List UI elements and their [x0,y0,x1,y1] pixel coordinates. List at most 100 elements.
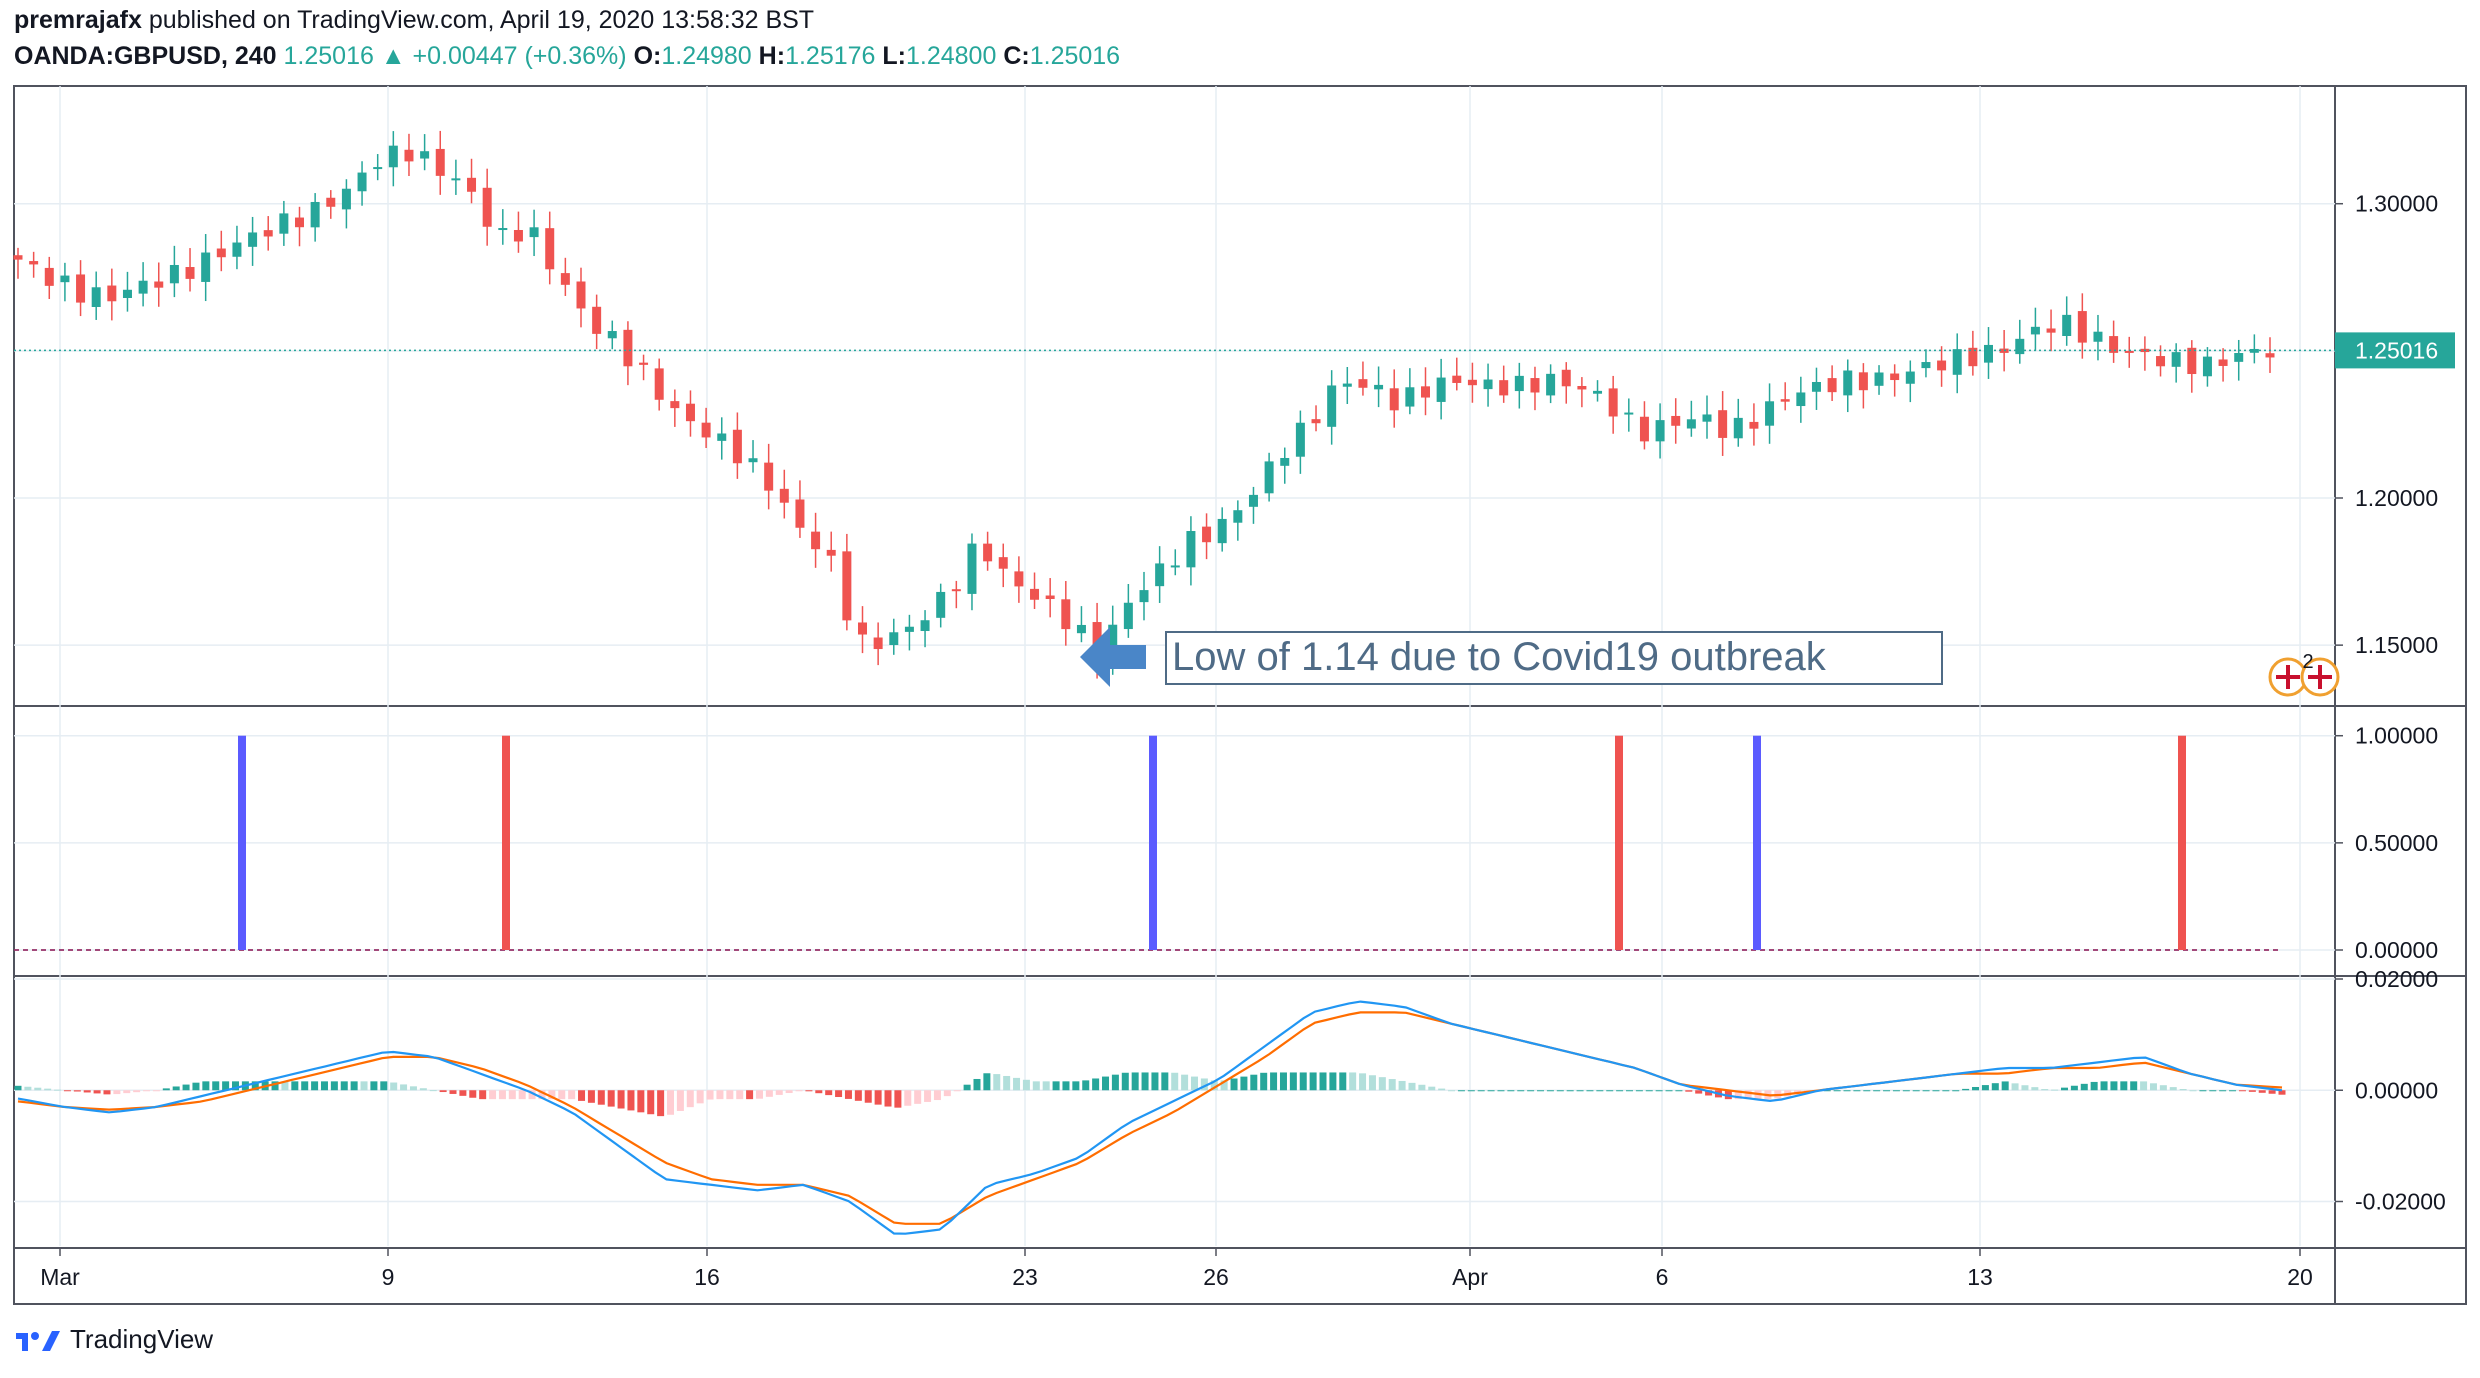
histogram-bar [696,1090,704,1104]
histogram-bar [390,1082,398,1091]
histogram-bar [1873,1090,1881,1092]
histogram-bar [2199,1090,2207,1092]
high-value: 1.25176 [785,42,876,70]
histogram-bar [1853,1090,1861,1092]
candle-body [1061,599,1071,630]
candle-body [1076,624,1086,634]
histogram-bar [1220,1080,1228,1091]
histogram-bar [1121,1072,1129,1091]
histogram-bar [914,1090,922,1104]
histogram-bar [1625,1090,1633,1092]
histogram-bar [1131,1072,1139,1091]
histogram-bar [1932,1090,1940,1092]
histogram-bar [1833,1090,1841,1092]
histogram-bar [746,1090,754,1100]
histogram-bar [419,1088,427,1091]
candle-body [388,145,398,168]
histogram-bar [360,1081,368,1091]
y-tick-label: 1.30000 [2355,191,2438,217]
candle-body [904,626,914,632]
candle-body [1421,386,1430,398]
candle-body [764,462,774,491]
candle-body [1937,360,1947,371]
histogram-bar [558,1090,566,1100]
candle-body [1718,410,1728,438]
histogram-bar [884,1090,892,1107]
histogram-bar [1537,1090,1545,1092]
candle-body [1546,373,1556,396]
histogram-bar [2149,1083,2157,1091]
histogram-bar [1428,1086,1436,1091]
candle-body [1202,526,1212,543]
candle-body [1827,378,1837,393]
candle-body [2124,350,2134,353]
candle-body [169,264,179,284]
histogram-bar [548,1090,556,1100]
footer-brand-text: TradingView [70,1324,214,1354]
histogram-bar [1052,1081,1060,1091]
histogram-bar [1270,1072,1278,1091]
histogram-bar [1082,1080,1090,1091]
y-tick-label: 1.15000 [2355,632,2438,658]
histogram-bar [2110,1081,2118,1091]
histogram-bar [1339,1072,1347,1091]
histogram-bar [597,1090,605,1105]
candle-body [1405,387,1415,407]
histogram-bar [775,1090,783,1095]
signal-bar [238,735,246,950]
high-label: H: [758,42,786,70]
left-arrow-icon [1080,627,1146,687]
candle-body [2265,353,2275,358]
publish-info: premrajafx published on TradingView.com,… [14,6,814,35]
histogram-bar [1260,1072,1268,1091]
histogram-bar [785,1090,793,1094]
candle-body [1671,415,1681,426]
candle-body [185,267,195,279]
candle-body [1811,381,1821,392]
histogram-bar [1448,1090,1456,1092]
histogram-bar [765,1090,773,1097]
histogram-bar [1467,1090,1475,1092]
histogram-bar [795,1090,803,1092]
histogram-bar [1141,1072,1149,1091]
histogram-bar [1378,1077,1386,1091]
histogram-bar [439,1090,447,1093]
candle-body [1686,419,1696,429]
histogram-bar [2021,1085,2029,1091]
histogram-bar [103,1090,111,1095]
symbol-info: OANDA:GBPUSD, 240 1.25016 ▲ +0.00447 (+0… [14,42,1120,71]
candle-body [373,167,383,170]
histogram-bar [1606,1090,1614,1092]
histogram-bar [1102,1076,1110,1091]
author-name: premrajafx [14,6,142,34]
histogram-bar [2130,1081,2138,1091]
histogram-bar [380,1081,388,1091]
histogram-bar [1309,1072,1317,1091]
candle-body [248,232,258,247]
histogram-bar [904,1090,912,1106]
candle-body [1843,370,1853,396]
histogram-bar [1527,1090,1535,1092]
candle-body [1858,372,1868,391]
footer-brand: TradingView [14,1324,213,1355]
histogram-bar [2051,1089,2059,1091]
histogram-bar [2140,1081,2148,1091]
candle-body [842,551,852,621]
histogram-bar [1171,1072,1179,1091]
histogram-bar [479,1090,487,1100]
histogram-bar [44,1088,52,1091]
x-tick-label: 26 [1203,1264,1229,1290]
candle-body [607,331,617,339]
histogram-bar [815,1090,823,1094]
histogram-bar [894,1090,902,1108]
histogram-bar [1418,1084,1426,1091]
histogram-bar [24,1086,32,1091]
candle-body [1327,385,1337,427]
y-tick-label: 0.00000 [2355,1077,2438,1103]
histogram-bar [1368,1075,1376,1091]
histogram-bar [73,1090,81,1092]
candle-body [1374,384,1384,390]
last-price-tag [2335,332,2455,369]
x-tick-label: Mar [40,1264,80,1290]
